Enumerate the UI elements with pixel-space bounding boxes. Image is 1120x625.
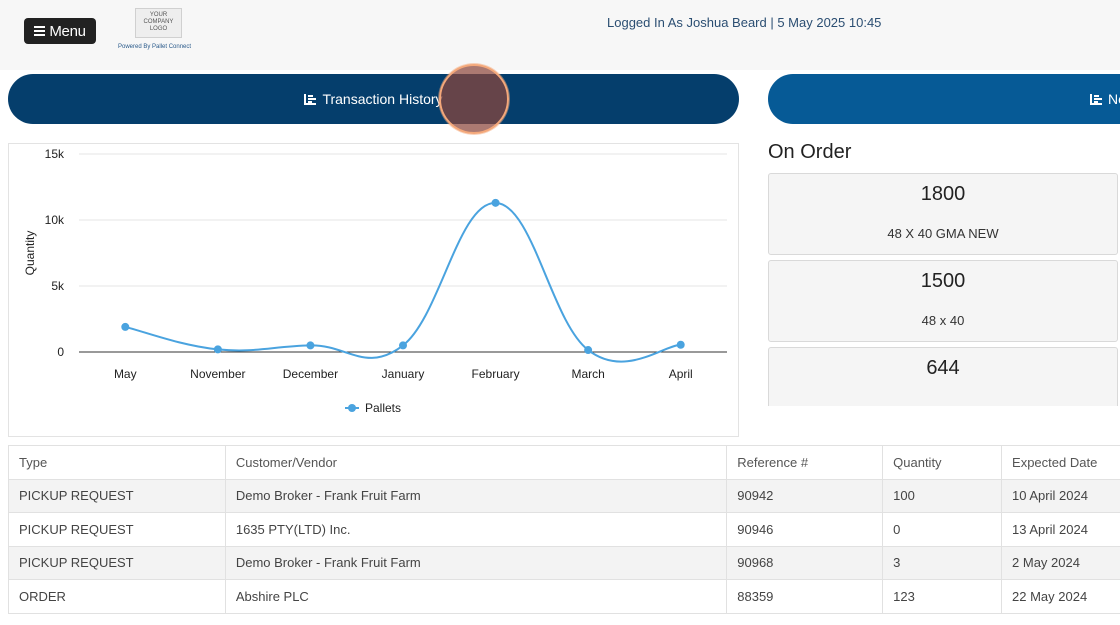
cell-customer: Abshire PLC: [224, 579, 728, 614]
x-tick-label: January: [382, 367, 425, 381]
order-quantity: 644: [926, 357, 960, 379]
x-tick-label: April: [669, 367, 693, 381]
cell-quantity: 3: [882, 545, 1003, 580]
table-row[interactable]: PICKUP REQUEST Demo Broker - Frank Fruit…: [8, 478, 1120, 513]
cell-reference: 88359: [726, 579, 884, 614]
cell-type: ORDER: [8, 579, 226, 614]
cell-reference: 90946: [726, 512, 884, 547]
x-tick-label: February: [472, 367, 520, 381]
x-tick-label: March: [571, 367, 604, 381]
x-tick-label: November: [190, 367, 245, 381]
data-point: [213, 345, 222, 354]
transactions-table: Type Customer/Vendor Reference # Quantit…: [8, 445, 1120, 614]
data-point: [584, 346, 593, 355]
top-bar: Menu YOUR COMPANY LOGO Powered By Pallet C…: [0, 0, 1120, 70]
x-tick-label: December: [283, 367, 338, 381]
column-header-reference[interactable]: Reference #: [726, 445, 884, 480]
order-card[interactable]: 644: [768, 347, 1118, 406]
y-tick-label: 5k: [51, 279, 65, 293]
column-header-type[interactable]: Type: [8, 445, 226, 480]
data-point: [491, 198, 500, 207]
order-card[interactable]: 1500 48 x 40: [768, 260, 1118, 342]
bar-chart-icon: [1090, 93, 1102, 105]
data-point: [676, 340, 685, 349]
cell-expected-date: 22 May 2024: [1001, 579, 1120, 614]
table-header-row: Type Customer/Vendor Reference # Quantit…: [8, 445, 1120, 480]
order-quantity: 1500: [920, 270, 966, 292]
table-row[interactable]: PICKUP REQUEST 1635 PTY(LTD) Inc. 90946 …: [8, 512, 1120, 547]
transaction-chart: 0 5k 10k 15k Quantity May November December Janu…: [8, 143, 739, 437]
order-card[interactable]: 1800 48 X 40 GMA NEW: [768, 173, 1118, 255]
order-quantity: 1800: [920, 183, 966, 205]
y-axis-label: Quantity: [23, 231, 37, 276]
line-chart: 0 5k 10k 15k Quantity May November December Janu…: [23, 147, 727, 415]
table-row[interactable]: ORDER Abshire PLC 88359 123 22 May 2024: [8, 579, 1120, 614]
menu-label: Menu: [49, 22, 86, 40]
cell-quantity: 123: [882, 579, 1003, 614]
series-line-pallets: [125, 201, 681, 363]
cell-type: PICKUP REQUEST: [8, 478, 226, 513]
bar-chart-icon: [304, 93, 317, 105]
hamburger-icon: [34, 26, 46, 36]
on-order-list[interactable]: 1800 48 X 40 GMA NEW 1500 48 x 40 644: [768, 173, 1120, 406]
cell-expected-date: 10 April 2024: [1001, 478, 1120, 513]
column-header-customer[interactable]: Customer/Vendor: [224, 445, 728, 480]
cell-reference: 90968: [726, 545, 884, 580]
x-tick-label: May: [114, 367, 137, 381]
order-description: 48 x 40: [921, 313, 965, 328]
column-header-expected-date[interactable]: Expected Date: [1001, 445, 1120, 480]
cell-expected-date: 13 April 2024: [1001, 512, 1120, 547]
tab-label: Ne: [1108, 91, 1120, 107]
y-tick-label: 10k: [45, 213, 65, 227]
y-tick-label: 15k: [45, 147, 65, 161]
column-header-quantity[interactable]: Quantity: [882, 445, 1003, 480]
y-tick-label: 0: [57, 345, 64, 359]
cell-customer: 1635 PTY(LTD) Inc.: [224, 512, 728, 547]
on-order-title: On Order: [768, 141, 852, 163]
table-row[interactable]: PICKUP REQUEST Demo Broker - Frank Fruit…: [8, 545, 1120, 580]
data-point: [399, 341, 407, 350]
cell-type: PICKUP REQUEST: [8, 512, 226, 547]
cell-type: PICKUP REQUEST: [8, 545, 226, 580]
tab-label: Transaction History: [322, 91, 443, 107]
cell-reference: 90942: [726, 478, 884, 513]
tab-new[interactable]: Ne: [768, 74, 1120, 124]
cell-expected-date: 2 May 2024: [1001, 545, 1120, 580]
cell-customer: Demo Broker - Frank Fruit Farm: [224, 478, 728, 513]
order-description: 48 X 40 GMA NEW: [887, 226, 999, 241]
cell-quantity: 0: [882, 512, 1003, 547]
data-point: [121, 322, 130, 331]
tab-transaction-history[interactable]: Transaction History: [8, 74, 739, 124]
legend-label: Pallets: [365, 401, 401, 415]
cell-quantity: 100: [882, 478, 1003, 513]
data-point: [306, 341, 315, 350]
cell-customer: Demo Broker - Frank Fruit Farm: [224, 545, 728, 580]
company-logo[interactable]: YOUR COMPANY LOGO: [135, 8, 182, 38]
login-info: Logged In As Joshua Beard | 5 May 2025 1…: [607, 15, 882, 30]
powered-by-text: Powered By Pallet Connect: [118, 44, 192, 50]
menu-button[interactable]: Menu: [24, 18, 96, 44]
legend-marker: [348, 404, 356, 412]
